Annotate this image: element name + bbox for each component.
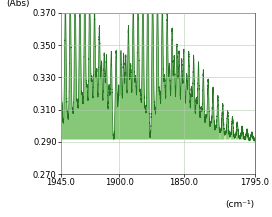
- Y-axis label: (Abs): (Abs): [7, 0, 30, 8]
- Text: (cm⁻¹): (cm⁻¹): [225, 200, 255, 209]
